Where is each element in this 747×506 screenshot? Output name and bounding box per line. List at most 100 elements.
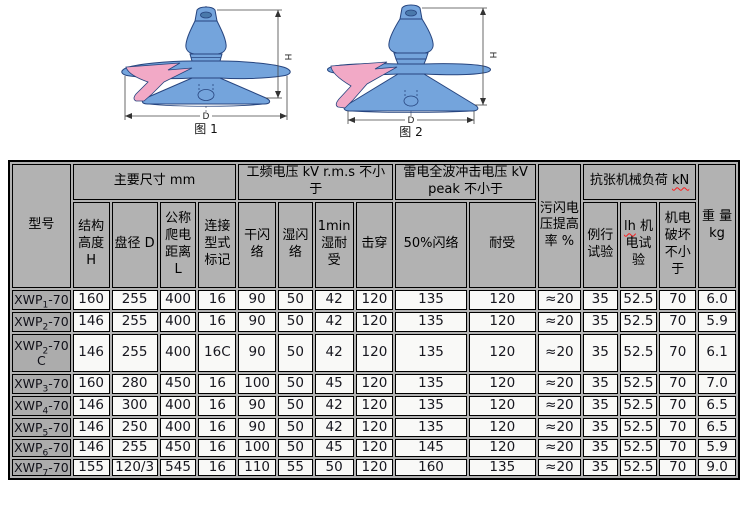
value-cell: 55 [278,458,313,476]
value-cell: 120 [355,373,394,394]
col-header-withstand: 耐受 [468,201,536,288]
col-header-structure-height: 结构高度H [72,201,110,288]
model-cell: XWP5-70 [12,417,71,437]
d-dimension-label: D [408,116,415,126]
value-cell: 35 [582,311,618,332]
value-cell: ≈20 [537,333,581,372]
value-cell: 52.5 [619,395,658,416]
value-cell: 35 [582,458,618,476]
value-cell: 120 [355,438,394,457]
col-header-puncture: 击穿 [355,201,394,288]
value-cell: 300 [111,395,158,416]
value-cell: ≈20 [537,417,581,437]
value-cell: 135 [395,289,467,310]
value-cell: ≈20 [537,289,581,310]
value-cell: 52.5 [619,438,658,457]
value-cell: 6.5 [698,395,736,416]
value-cell: 120 [355,417,394,437]
model-cell: XWP1-70 [12,289,71,310]
value-cell: ≈20 [537,438,581,457]
value-cell: 50 [278,333,313,372]
value-cell: 6.5 [698,417,736,437]
value-cell: 50 [278,373,313,394]
value-cell: 50 [278,417,313,437]
col-header-creepage-distance: 公称爬电距离L [159,201,197,288]
value-cell: 42 [314,289,354,310]
value-cell: 35 [582,438,618,457]
value-cell: ≈20 [537,311,581,332]
figure-2-caption: 图 2 [399,125,422,139]
value-cell: 45 [314,373,354,394]
value-cell: 16 [198,373,237,394]
value-cell: 146 [72,417,110,437]
model-cell: XWP3-70 [12,373,71,394]
col-header-pollution-flashover-rate: 污闪电压提高率 % [537,164,581,288]
value-cell: 70 [659,458,697,476]
value-cell: 450 [159,438,197,457]
value-cell: 120 [355,289,394,310]
col-header-electromechanical-failing-load: 机电破坏不小于 [659,201,697,288]
value-cell: 52.5 [619,373,658,394]
value-cell: 52.5 [619,417,658,437]
value-cell: 50 [314,458,354,476]
col-header-tensile-mechanical-load: 抗张机械负荷 kN [582,164,697,200]
col-header-disc-diameter: 盘径 D [111,201,158,288]
table-row: XWP6-70 146 255 450 16 100 50 45 120 145 120 ≈20 35 5… [12,438,736,457]
value-cell: ≈20 [537,458,581,476]
model-cell: XWP2-70 [12,311,71,332]
value-cell: 255 [111,289,158,310]
value-cell: 135 [395,373,467,394]
pin-socket [403,95,419,107]
value-cell: 255 [111,333,158,372]
value-cell: ≈20 [537,395,581,416]
col-header-weight: 重 量 kg [698,164,736,288]
value-cell: 16 [198,438,237,457]
value-cell: 42 [314,311,354,332]
col-header-50pct-flashover: 50%闪络 [395,201,467,288]
value-cell: 6.1 [698,333,736,372]
value-cell: 160 [395,458,467,476]
value-cell: 5.9 [698,438,736,457]
value-cell: 6.0 [698,289,736,310]
value-cell: 135 [395,417,467,437]
model-cell: XWP6-70 [12,438,71,457]
h-dimension-label: H [282,54,292,61]
cap-collar [393,52,429,60]
value-cell: 52.5 [619,311,658,332]
cap-hole [200,11,212,19]
tensile-unit-label: kN [671,173,690,189]
value-cell: 280 [111,373,158,394]
value-cell: 42 [314,333,354,372]
value-cell: 9.0 [698,458,736,476]
figure-1-caption: 图 1 [194,122,217,136]
insulator-figures: H D 图 1 H [0,0,747,140]
col-header-wet-withstand: 1min湿耐受 [314,201,354,288]
value-cell: 545 [159,458,197,476]
value-cell: 120 [468,417,536,437]
value-cell: 146 [72,438,110,457]
value-cell: 255 [111,311,158,332]
value-cell: 400 [159,333,197,372]
col-header-lightning-impulse-voltage: 雷电全波冲击电压 kV peak 不小于 [395,164,536,200]
model-cell: XWP4-70 [12,395,71,416]
table-row: XWP3-70 160 280 450 16 100 50 45 120 135 120 ≈20 35 5… [12,373,736,394]
value-cell: 35 [582,417,618,437]
col-header-dry-flashover: 干闪络 [238,201,277,288]
col-header-model: 型号 [12,164,71,288]
value-cell: 16 [198,311,237,332]
value-cell: 120 [468,373,536,394]
col-header-coupling-type: 连接型式标记 [198,201,237,288]
value-cell: 250 [111,417,158,437]
value-cell: 146 [72,395,110,416]
value-cell: 120 [355,395,394,416]
table-row: XWP5-70 146 250 400 16 90 50 42 120 135 120 ≈20 35 52… [12,417,736,437]
cap-bell [185,20,227,55]
value-cell: 400 [159,417,197,437]
d-dimension-label: D [203,112,210,122]
value-cell: 50 [278,311,313,332]
insulator-spec-table: 型号 主要尺寸 mm 工频电压 kV r.m.s 不小于 雷电全波冲击电压 kV… [8,160,740,480]
figure-1-diagram: H D 图 1 [121,6,292,136]
value-cell: 110 [238,458,277,476]
value-cell: 450 [159,373,197,394]
value-cell: 90 [238,289,277,310]
